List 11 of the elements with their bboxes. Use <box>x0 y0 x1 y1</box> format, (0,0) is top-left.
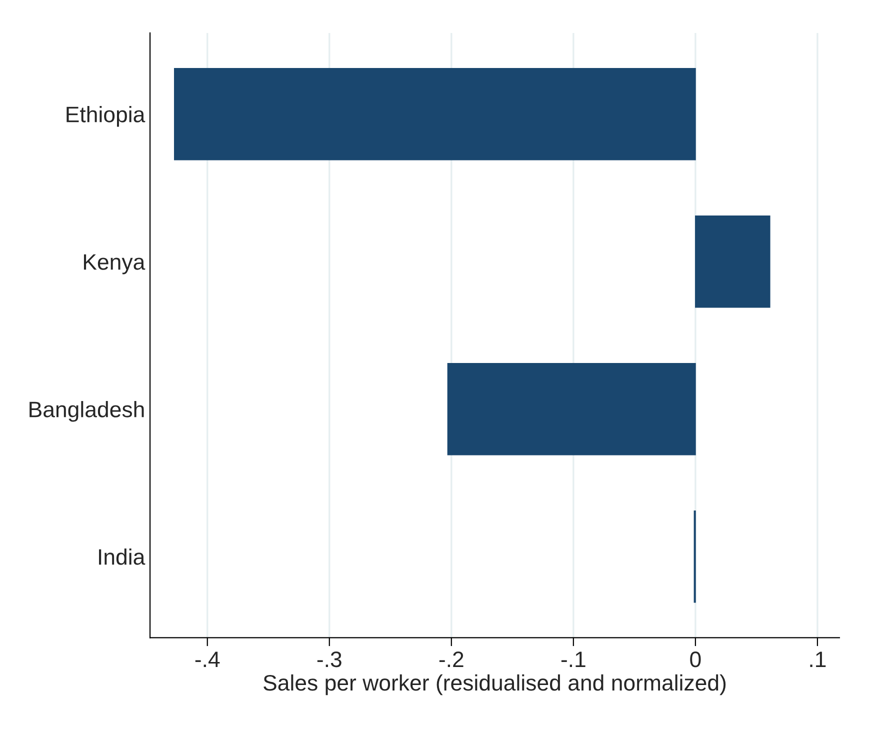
y-tick-label: Kenya <box>84 254 146 274</box>
y-tick-label: Ethiopia <box>66 106 146 127</box>
x-tick-label: -.1 <box>561 652 586 668</box>
x-tick-label: -.2 <box>439 651 464 668</box>
y-tick-label: India <box>99 548 146 565</box>
y-tick-label: Bangladesh <box>30 401 144 422</box>
x-tick-label: -.3 <box>317 651 342 668</box>
x-tick-label: 0 <box>690 651 701 668</box>
x-axis-title: Sales per worker (residualised and normalized) <box>264 674 726 696</box>
x-tick-label: .1 <box>810 652 826 668</box>
x-tick-label: -.4 <box>195 652 220 668</box>
